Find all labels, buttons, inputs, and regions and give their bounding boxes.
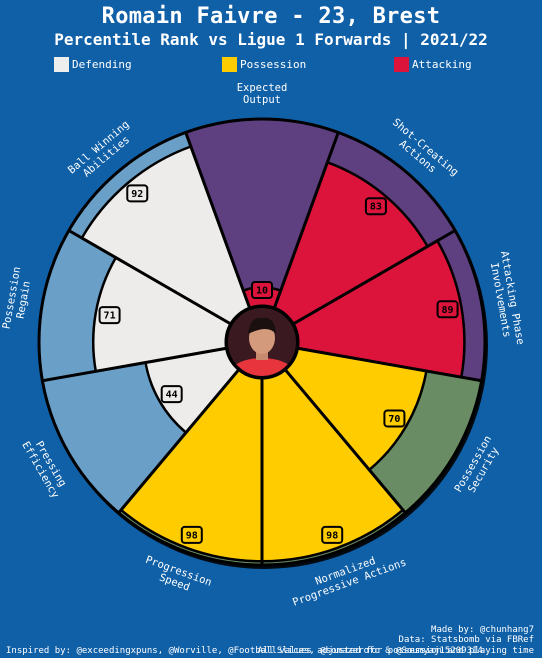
category-label-line: Output <box>243 94 281 106</box>
divider-line <box>184 131 252 309</box>
made-by-text: Made by: @chunhang7 <box>431 624 534 635</box>
chart-title: Romain Faivre - 23, Brest <box>101 4 441 29</box>
adjustment-note: All values adjusted for possession and p… <box>257 645 534 656</box>
value-badge: 10 <box>251 281 273 299</box>
value-label: 70 <box>388 414 400 425</box>
value-label: 71 <box>104 311 116 322</box>
value-badge: 71 <box>98 306 121 325</box>
legend-swatch-defending <box>54 56 69 72</box>
data-source-text: Data: Statsbomb via FBRef <box>398 635 534 645</box>
value-badge-box <box>160 385 183 404</box>
value-label: 98 <box>326 530 338 541</box>
outer-ring <box>37 117 487 567</box>
value-badge-box <box>251 281 273 299</box>
value-label: 92 <box>131 189 143 200</box>
value-badge-box <box>364 197 387 216</box>
value-badge-box <box>126 184 149 203</box>
divider-line <box>42 346 227 383</box>
value-badge: 44 <box>160 385 183 404</box>
value-label: 10 <box>256 286 268 297</box>
value-badge: 98 <box>321 525 344 544</box>
legend-possession: Possession <box>222 56 306 72</box>
divider-line <box>117 368 241 514</box>
divider-line <box>292 229 456 326</box>
legend-attacking: Attacking <box>394 56 472 72</box>
value-badge-box <box>180 525 203 544</box>
credits-block: Made by: @chunhang7 Data: Statsbomb via … <box>258 625 534 657</box>
legend-label-possession: Possession <box>240 57 307 71</box>
divider-line <box>297 346 482 383</box>
value-badge: 89 <box>436 300 459 319</box>
legend-swatch-possession <box>222 56 237 72</box>
value-badge-box <box>383 409 406 428</box>
value-badge-box <box>321 525 344 544</box>
value-label: 44 <box>166 390 178 401</box>
divider-line <box>283 368 407 514</box>
divider-line <box>272 131 340 309</box>
legend-defending: Defending <box>54 56 132 72</box>
value-badge: 70 <box>383 409 406 428</box>
inspired-by-text: Inspired by: @exceedingxpuns, @Worville,… <box>6 646 483 656</box>
value-label: 89 <box>442 305 454 316</box>
value-badge: 98 <box>180 525 203 544</box>
divider-lines <box>37 117 487 567</box>
value-badge-box <box>98 306 121 325</box>
legend-label-defending: Defending <box>72 57 132 71</box>
value-badge: 92 <box>126 184 149 203</box>
legend-swatch-attacking <box>394 56 409 72</box>
value-badges: 10 83 89 70 98 98 44 71 92 <box>98 184 459 544</box>
value-badge: 83 <box>364 197 387 216</box>
value-label: 98 <box>186 530 198 541</box>
value-wedges <box>80 144 466 563</box>
divider-line <box>68 229 232 326</box>
category-label-line: Expected <box>237 82 288 94</box>
value-label: 83 <box>370 202 382 213</box>
player-photo-icon <box>224 304 300 380</box>
legend-label-attacking: Attacking <box>412 57 472 71</box>
chart-subtitle: Percentile Rank vs Ligue 1 Forwards | 20… <box>54 30 488 49</box>
value-badge-box <box>436 300 459 319</box>
